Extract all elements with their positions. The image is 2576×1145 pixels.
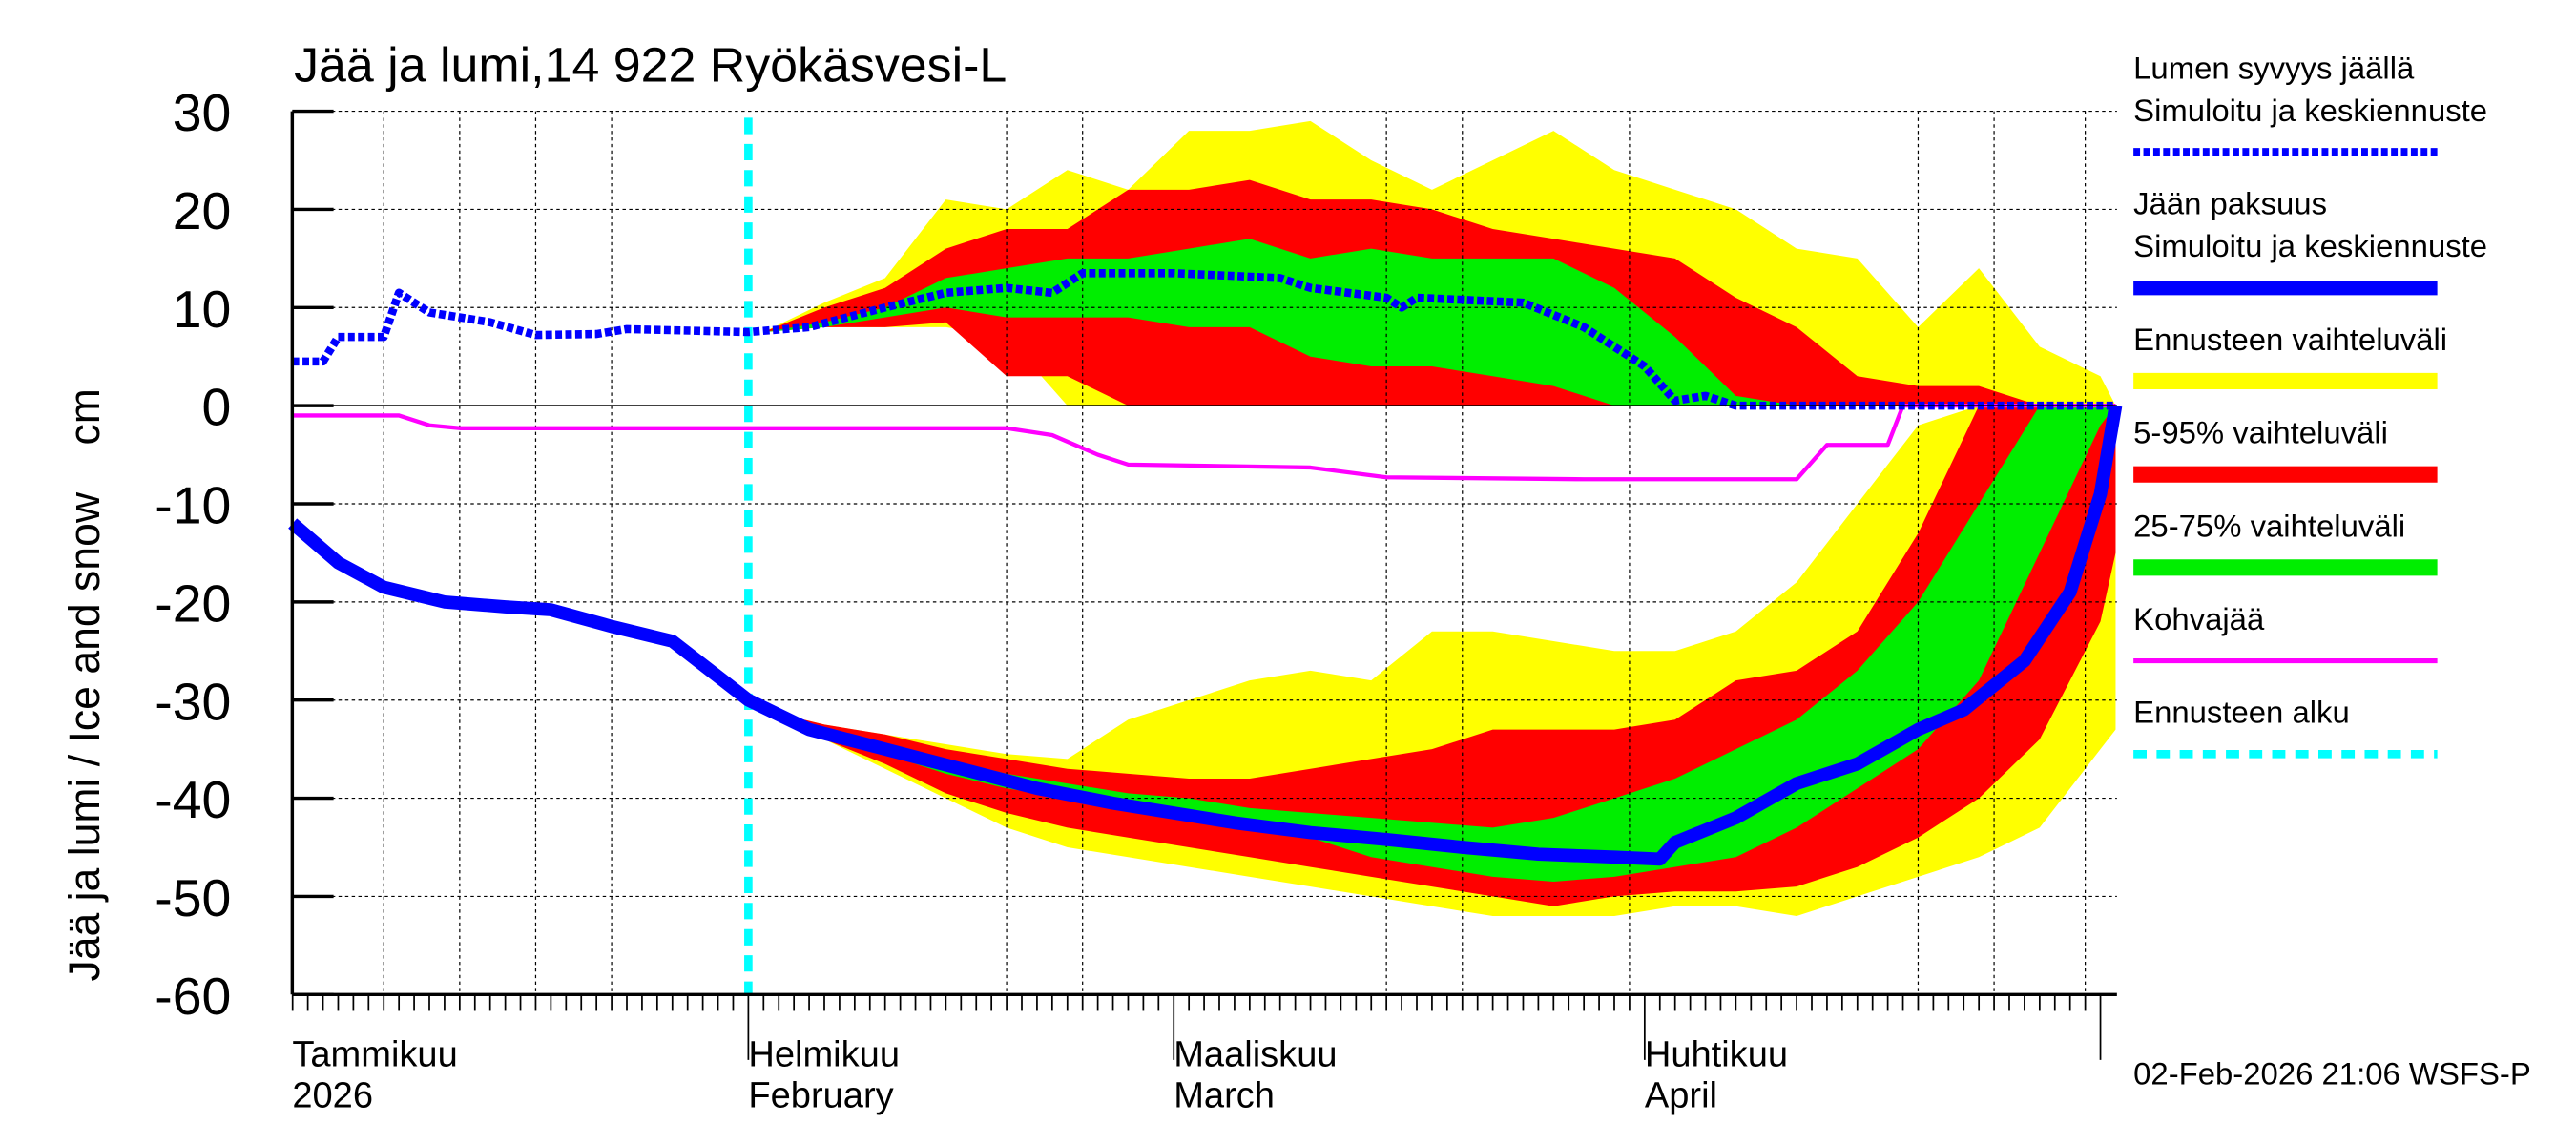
y-tick-label: 20 (173, 181, 232, 240)
chart-title: Jää ja lumi,14 922 Ryökäsvesi-L (294, 37, 1007, 93)
snow-25-75-band (763, 239, 2116, 406)
lines-layer (288, 117, 2123, 995)
y-tick-label: 0 (202, 378, 232, 437)
y-tick-label: 30 (173, 83, 232, 142)
legend: Lumen syvyys jäällä Simuloitu ja keskienn… (2133, 50, 2487, 759)
bands-layer (763, 120, 2116, 917)
legend-label: 25-75% vaihteluväli (2133, 508, 2405, 543)
legend-label: 5-95% vaihteluväli (2133, 415, 2388, 450)
legend-label: Kohvajää (2133, 601, 2265, 636)
month-label-fi: Helmikuu (748, 1035, 900, 1075)
footer-timestamp: 02-Feb-2026 21:06 WSFS-P (2133, 1056, 2531, 1092)
y-tick-label: -40 (155, 770, 231, 829)
legend-label: Ennusteen vaihteluväli (2133, 322, 2447, 357)
month-label-fi: Huhtikuu (1645, 1035, 1788, 1075)
kohvajaa-line (292, 403, 2116, 482)
legend-label: Simuloitu ja keskiennuste (2133, 93, 2487, 128)
y-tick-label: 10 (173, 280, 232, 339)
legend-label: Jään paksuus (2133, 186, 2327, 221)
ice-25-75-band (763, 406, 2116, 882)
y-axis-label: Jää ja lumi / Ice and snow cm (61, 388, 109, 982)
y-tick-label: -20 (155, 574, 231, 634)
month-label-en: February (748, 1076, 893, 1116)
month-label-en: April (1645, 1076, 1717, 1116)
month-label-fi: Maaliskuu (1174, 1035, 1337, 1075)
grid-layer (292, 110, 2117, 995)
y-tick-label: -60 (155, 967, 231, 1026)
month-label-fi: Tammikuu (292, 1035, 457, 1075)
legend-label: Simuloitu ja keskiennuste (2133, 228, 2487, 263)
legend-label: Lumen syvyys jäällä (2133, 50, 2415, 85)
y-tick-label: -30 (155, 673, 231, 732)
month-label-en: 2026 (292, 1076, 373, 1116)
snow-depth-line (292, 269, 2116, 410)
month-label-en: March (1174, 1076, 1275, 1116)
y-tick-label: -50 (155, 868, 231, 927)
y-tick-label: -10 (155, 476, 231, 535)
legend-label: Ennusteen alku (2133, 695, 2350, 730)
ice-thickness-line (288, 404, 2123, 866)
